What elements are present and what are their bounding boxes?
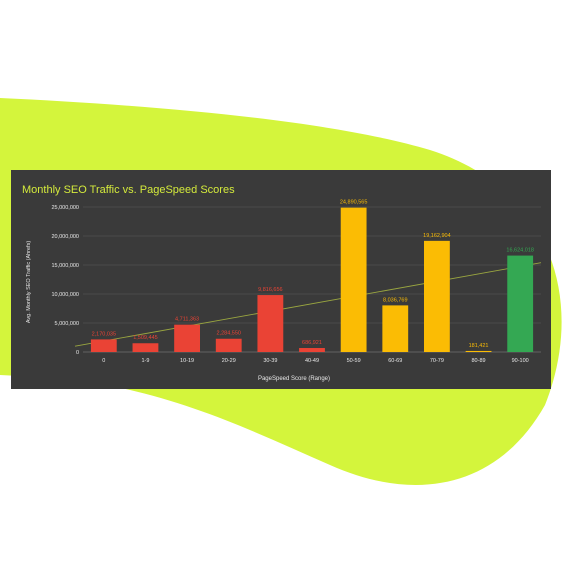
data-label: 686,921	[302, 340, 322, 346]
data-label: 2,170,035	[92, 331, 116, 337]
x-tick-label: 0	[102, 358, 105, 364]
bar	[257, 295, 284, 352]
bar-chart: Monthly SEO Traffic vs. PageSpeed Scores…	[22, 184, 542, 382]
x-tick-label: 1-9	[141, 358, 149, 364]
bar	[90, 339, 117, 352]
bar	[174, 324, 200, 352]
x-tick-label: 90-100	[512, 358, 529, 364]
data-label: 16,624,018	[506, 248, 534, 254]
data-label: 181,421	[469, 343, 489, 349]
y-tick-label: 15,000,000	[51, 263, 79, 269]
x-tick-label: 50-59	[347, 358, 361, 364]
data-label: 24,890,565	[340, 200, 368, 206]
y-tick-label: 10,000,000	[51, 292, 79, 298]
bar	[424, 240, 450, 352]
x-tick-label: 20-29	[222, 358, 236, 364]
x-axis-label: PageSpeed Score (Range)	[258, 376, 330, 382]
bar	[132, 343, 159, 352]
grid-layer	[83, 206, 541, 353]
data-label: 19,162,904	[423, 233, 451, 239]
x-tick-label: 80-89	[472, 358, 486, 364]
data-label: 4,711,363	[175, 317, 199, 323]
data-label: 8,036,769	[383, 297, 407, 303]
tick-layer: 0 5,000,000 10,000,000 15,000,000 20,000,000…	[51, 205, 528, 364]
x-tick-label: 60-69	[388, 358, 402, 364]
data-label: 2,284,550	[216, 331, 240, 337]
bar	[299, 348, 325, 352]
y-tick-label: 20,000,000	[51, 234, 79, 240]
data-label: 1,509,445	[133, 335, 157, 341]
data-label: 9,816,656	[258, 287, 282, 293]
bar-layer	[90, 207, 534, 352]
y-tick-label: 5,000,000	[55, 321, 79, 327]
x-tick-label: 70-79	[430, 358, 444, 364]
x-tick-label: 10-19	[180, 358, 194, 364]
x-tick-label: 30-39	[263, 358, 277, 364]
y-tick-label: 25,000,000	[51, 205, 79, 211]
trendline	[74, 262, 542, 347]
bar	[465, 350, 492, 352]
y-axis-label: Avg. Monthly SEO Traffic (Ahrefs)	[26, 241, 32, 323]
y-tick-label: 0	[76, 350, 79, 356]
bar	[340, 207, 367, 352]
x-tick-label: 40-49	[305, 358, 319, 364]
bar	[382, 305, 409, 352]
chart-panel: Monthly SEO Traffic vs. PageSpeed Scores…	[11, 170, 551, 389]
trendline-layer	[74, 262, 542, 347]
data-label-layer: 2,170,035 1,509,445 4,711,363 2,284,550 9,81…	[92, 200, 534, 349]
bar	[507, 255, 534, 352]
bar	[215, 338, 242, 352]
chart-title: Monthly SEO Traffic vs. PageSpeed Scores	[22, 184, 235, 196]
